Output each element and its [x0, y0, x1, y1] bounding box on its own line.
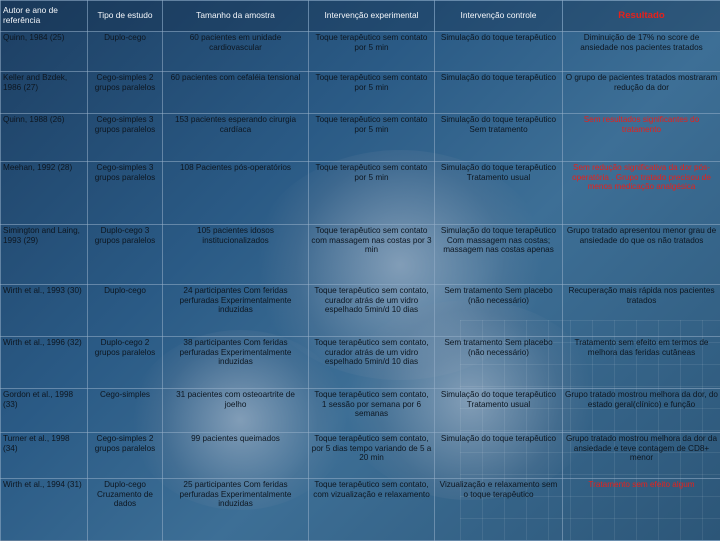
author-cell: Meehan, 1992 (28)	[1, 162, 88, 225]
sample-cell: 60 pacientes em unidade cardiovascular	[163, 32, 309, 72]
experimental-cell: Toque terapêutico sem contato por 5 min	[309, 114, 435, 162]
experimental-cell: Toque terapêutico sem contato por 5 min	[309, 32, 435, 72]
table-row: Keller and Bzdek, 1986 (27)Cego-simples …	[1, 72, 720, 114]
result-cell: O grupo de pacientes tratados mostraram …	[563, 72, 720, 114]
sample-cell: 24 participantes Com feridas perfuradas …	[163, 285, 309, 337]
experimental-cell: Toque terapêutico sem contato por 5 min	[309, 162, 435, 225]
header-sample-size: Tamanho da amostra	[163, 1, 309, 32]
sample-cell: 99 pacientes queimados	[163, 433, 309, 479]
result-cell: Sem resultados significantes do tratamen…	[563, 114, 720, 162]
study-type-cell: Cego-simples 3 grupos paralelos	[88, 114, 163, 162]
table-row: Wirth et al., 1994 (31)Duplo-cego Cruzam…	[1, 479, 720, 541]
study-type-cell: Cego-simples	[88, 389, 163, 433]
experimental-cell: Toque terapêutico sem contato, curador a…	[309, 285, 435, 337]
control-cell: Simulação do toque terapêutico	[435, 32, 563, 72]
study-type-cell: Cego-simples 3 grupos paralelos	[88, 162, 163, 225]
header-author: Autor e ano de referência	[1, 1, 88, 32]
result-cell: Grupo tratado mostrou melhora da dor, do…	[563, 389, 720, 433]
study-type-cell: Duplo-cego 2 grupos paralelos	[88, 337, 163, 389]
table-row: Wirth et al., 1996 (32)Duplo-cego 2 grup…	[1, 337, 720, 389]
sample-cell: 25 participantes Com feridas perfuradas …	[163, 479, 309, 541]
sample-cell: 60 pacientes com cefaléia tensional	[163, 72, 309, 114]
author-cell: Simington and Laing, 1993 (29)	[1, 225, 88, 285]
author-cell: Wirth et al., 1993 (30)	[1, 285, 88, 337]
result-cell: Sem redução significativa da dor pós-ope…	[563, 162, 720, 225]
control-cell: Simulação do toque terapêutico Sem trata…	[435, 114, 563, 162]
experimental-cell: Toque terapêutico sem contato com massag…	[309, 225, 435, 285]
result-cell: Grupo tratado mostrou melhora da dor da …	[563, 433, 720, 479]
study-type-cell: Cego-simples 2 grupos paralelos	[88, 433, 163, 479]
experimental-cell: Toque terapêutico sem contato, por 5 dia…	[309, 433, 435, 479]
author-cell: Wirth et al., 1994 (31)	[1, 479, 88, 541]
table-row: Simington and Laing, 1993 (29)Duplo-cego…	[1, 225, 720, 285]
result-cell: Tratamento sem efeito algum	[563, 479, 720, 541]
control-cell: Simulação do toque terapêutico	[435, 72, 563, 114]
result-cell: Tratamento sem efeito em termos de melho…	[563, 337, 720, 389]
control-cell: Vizualização e relaxamento sem o toque t…	[435, 479, 563, 541]
study-type-cell: Duplo-cego Cruzamento de dados	[88, 479, 163, 541]
study-type-cell: Cego-simples 2 grupos paralelos	[88, 72, 163, 114]
author-cell: Quinn, 1984 (25)	[1, 32, 88, 72]
study-type-cell: Duplo-cego 3 grupos paralelos	[88, 225, 163, 285]
sample-cell: 105 pacientes idosos institucionalizados	[163, 225, 309, 285]
author-cell: Turner et al., 1998 (34)	[1, 433, 88, 479]
control-cell: Sem tratamento Sem placebo (não necessár…	[435, 285, 563, 337]
experimental-cell: Toque terapêutico sem contato por 5 min	[309, 72, 435, 114]
result-cell: Diminuição de 17% no score de ansiedade …	[563, 32, 720, 72]
control-cell: Simulação do toque terapêutico Com massa…	[435, 225, 563, 285]
table-row: Meehan, 1992 (28)Cego-simples 3 grupos p…	[1, 162, 720, 225]
header-study-type: Tipo de estudo	[88, 1, 163, 32]
study-type-cell: Duplo-cego	[88, 285, 163, 337]
header-experimental: Intervenção experimental	[309, 1, 435, 32]
author-cell: Keller and Bzdek, 1986 (27)	[1, 72, 88, 114]
sample-cell: 153 pacientes esperando cirurgia cardíac…	[163, 114, 309, 162]
table-row: Turner et al., 1998 (34)Cego-simples 2 g…	[1, 433, 720, 479]
control-cell: Simulação do toque terapêutico	[435, 433, 563, 479]
control-cell: Simulação do toque terapêutico Tratament…	[435, 389, 563, 433]
sample-cell: 108 Pacientes pós-operatórios	[163, 162, 309, 225]
author-cell: Quinn, 1988 (26)	[1, 114, 88, 162]
control-cell: Sem tratamento Sem placebo (não necessár…	[435, 337, 563, 389]
table-row: Quinn, 1988 (26)Cego-simples 3 grupos pa…	[1, 114, 720, 162]
result-cell: Grupo tratado apresentou menor grau de a…	[563, 225, 720, 285]
author-cell: Wirth et al., 1996 (32)	[1, 337, 88, 389]
study-type-cell: Duplo-cego	[88, 32, 163, 72]
header-control: Intervenção controle	[435, 1, 563, 32]
table-header-row: Autor e ano de referência Tipo de estudo…	[1, 1, 720, 32]
sample-cell: 38 participantes Com feridas perfuradas …	[163, 337, 309, 389]
sample-cell: 31 pacientes com osteoartrite de joelho	[163, 389, 309, 433]
result-cell: Recuperação mais rápida nos pacientes tr…	[563, 285, 720, 337]
experimental-cell: Toque terapêutico sem contato, curador a…	[309, 337, 435, 389]
header-result: Resultado	[563, 1, 720, 32]
experimental-cell: Toque terapêutico sem contato, 1 sessão …	[309, 389, 435, 433]
author-cell: Gordon et al., 1998 (33)	[1, 389, 88, 433]
experimental-cell: Toque terapêutico sem contato, com vizua…	[309, 479, 435, 541]
control-cell: Simulação do toque terapêutico Tratament…	[435, 162, 563, 225]
